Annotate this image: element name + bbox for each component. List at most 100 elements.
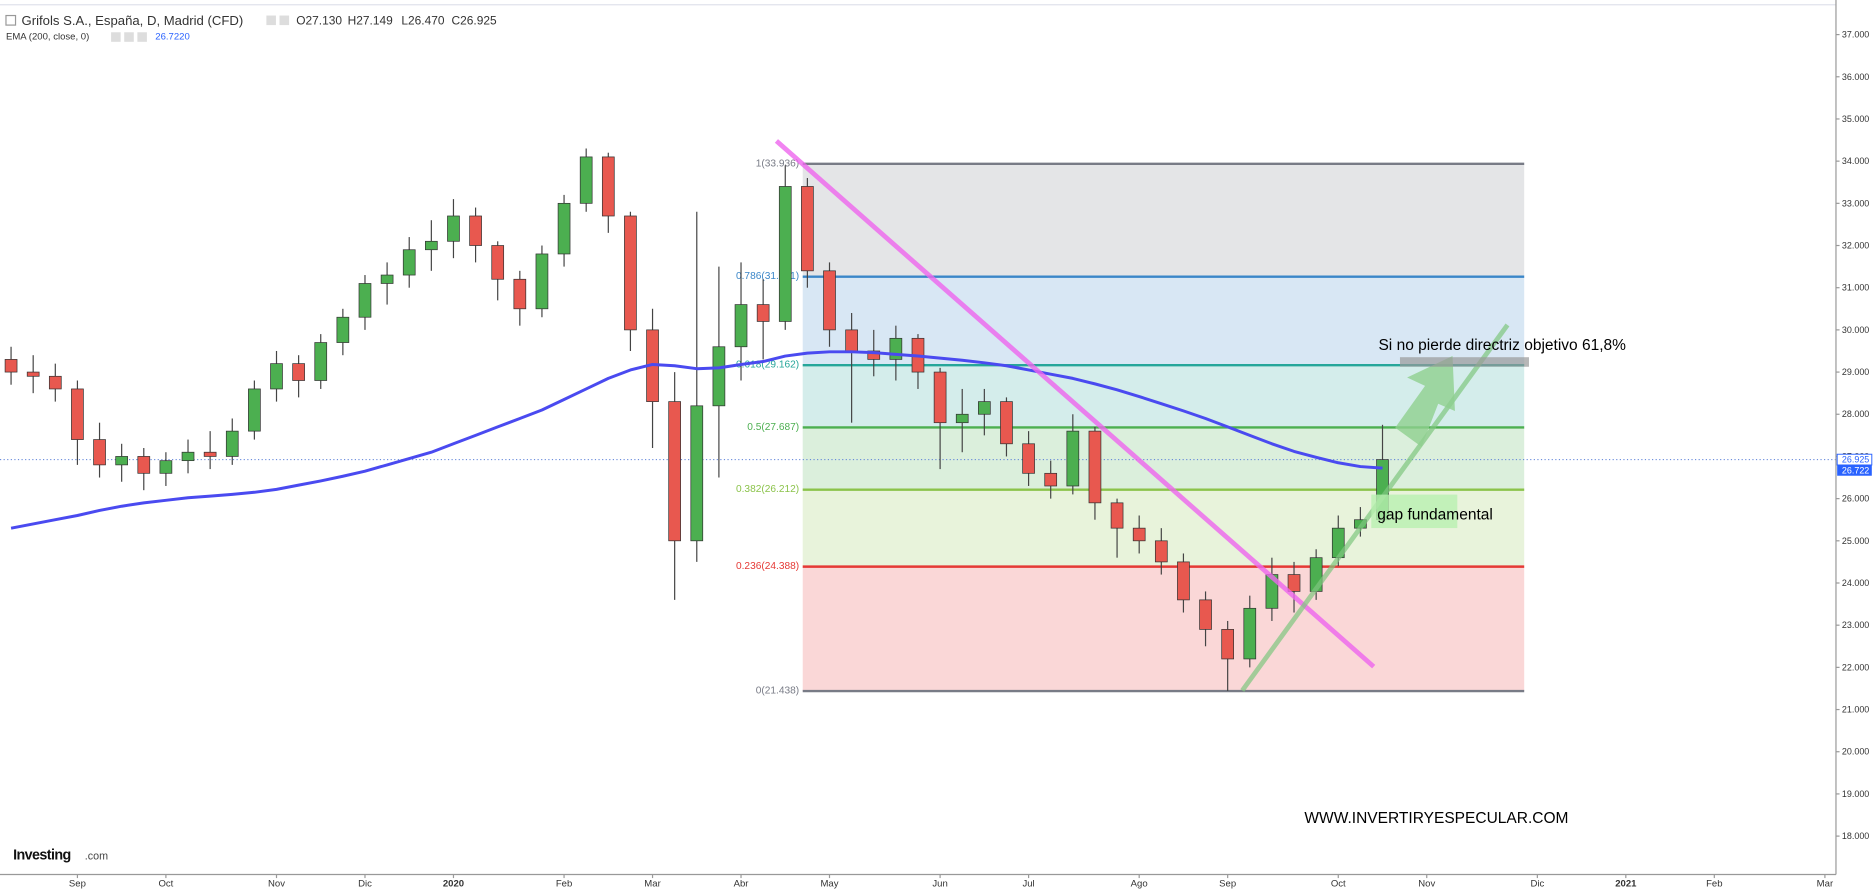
price-axis-bg [1835, 0, 1873, 896]
candle-body [712, 346, 726, 407]
candle-body [447, 215, 460, 242]
candle-body [225, 430, 239, 457]
candle-body [1044, 472, 1058, 487]
candle-body [778, 186, 792, 322]
ema-price-box [1837, 464, 1872, 476]
candle-body [690, 405, 704, 542]
indicator-name: EMA (200, close, 0) [6, 32, 89, 43]
candle-body [535, 253, 549, 310]
candle-body [889, 337, 903, 360]
candle-body [159, 460, 173, 474]
candle-body [1154, 540, 1168, 563]
fib-band [802, 566, 1525, 692]
candle-body [469, 215, 482, 246]
x-tick-label: Dic [358, 879, 372, 890]
target-zone [1399, 357, 1529, 367]
x-tick-label: 2021 [1615, 879, 1637, 890]
fib-band [802, 163, 1525, 277]
y-tick-label: 29.000 [1842, 367, 1869, 377]
y-tick-label: 20.000 [1842, 747, 1869, 757]
drawings: Si no pierde directriz objetivo 61,8% ga… [13, 139, 1626, 863]
candle-body [270, 363, 283, 390]
candle-body [1243, 607, 1257, 660]
y-tick-label: 18.000 [1842, 831, 1869, 841]
candle-body [601, 156, 615, 217]
y-tick-label: 34.000 [1842, 156, 1869, 166]
ohlc-value: C26.925 [452, 13, 497, 27]
x-tick-label: May [820, 879, 838, 890]
header: Grifols S.A., España, D, Madrid (CFD) O2… [5, 13, 497, 43]
y-tick-label: 22.000 [1842, 662, 1869, 672]
candle-body [1110, 502, 1124, 529]
candle-body [1066, 430, 1080, 487]
fib-label: 0.382(26.212) [736, 484, 799, 495]
candle-body [1132, 527, 1146, 542]
watermark: WWW.INVERTIRYESPECULAR.COM [1304, 810, 1568, 827]
candle-body [314, 342, 328, 381]
target-arrow [1395, 356, 1455, 447]
y-tick-label: 35.000 [1842, 114, 1869, 124]
x-tick-label: Oct [1331, 879, 1346, 890]
y-tick-label: 21.000 [1842, 705, 1869, 715]
y-tick-label: 26.000 [1842, 494, 1869, 504]
candle-body [115, 456, 128, 466]
candle-body [380, 274, 394, 284]
ema-line [10, 350, 1383, 530]
fib-label: 1(33.936) [756, 158, 799, 169]
candle-body [93, 439, 106, 466]
candle-body [557, 202, 571, 255]
header-icon [279, 15, 290, 26]
fib-label: 0.618(29.162) [736, 360, 799, 371]
x-tick-label: Mar [644, 879, 661, 890]
y-tick-label: 33.000 [1842, 198, 1869, 208]
candle-body [181, 451, 195, 462]
y-tick-label: 32.000 [1842, 241, 1869, 251]
candle-body [1177, 561, 1190, 601]
downtrend-line [774, 139, 1376, 669]
x-tick-label: Jul [1022, 879, 1034, 890]
fib-label: 0.5(27.687) [747, 422, 799, 433]
candle-body [668, 401, 681, 542]
candle-body [801, 186, 814, 272]
x-tick-label: Nov [1418, 879, 1435, 890]
x-tick-label: Sep [1219, 879, 1236, 890]
candle-body [845, 329, 858, 352]
candle-body [358, 283, 372, 318]
candle-body [292, 363, 305, 381]
last-price-label: 26.925 [1842, 455, 1869, 465]
candle-body [1287, 574, 1301, 592]
header-icon [137, 32, 147, 42]
collapse-icon [5, 14, 17, 26]
candle-body [491, 245, 505, 280]
symbol-title: Grifols S.A., España, D, Madrid (CFD) [22, 13, 244, 28]
y-tick-label: 37.000 [1842, 30, 1869, 40]
x-tick-label: Nov [268, 879, 285, 890]
fib-label: 0.786(31.261) [736, 271, 799, 282]
candle-body [1000, 401, 1013, 445]
plot-area: 1(33.936) 0.786(31.261) 0.618(29.162) 0.5(2… [0, 148, 1836, 697]
candle-body [734, 304, 748, 348]
candle-body [624, 215, 637, 331]
candle-body [203, 451, 217, 457]
x-tick-label: Mar [1817, 879, 1834, 890]
y-tick-label: 19.000 [1842, 789, 1869, 799]
brand-suffix: .com [85, 851, 108, 863]
x-tick-label: Abr [734, 879, 750, 890]
y-tick-label: 31.000 [1842, 283, 1869, 293]
candle-body [425, 240, 438, 251]
header-icon [111, 32, 121, 42]
gap-box [1371, 494, 1458, 529]
ohlc-value: L26.470 [401, 13, 445, 27]
y-tick-label: 30.000 [1842, 325, 1869, 335]
annotation: gap fundamental [1377, 506, 1493, 523]
y-tick-label: 28.000 [1842, 409, 1869, 419]
x-tick-label: 2020 [443, 879, 464, 890]
ema-price-label: 26.722 [1842, 465, 1869, 475]
ohlc-value: H27.149 [348, 13, 393, 27]
candle-body [978, 401, 991, 415]
candle-body [137, 456, 151, 474]
candle-body [933, 371, 947, 424]
